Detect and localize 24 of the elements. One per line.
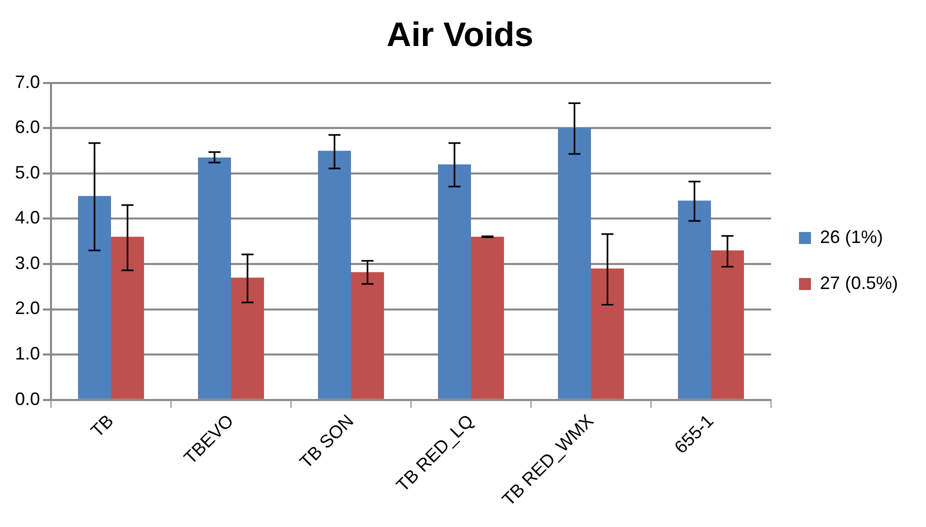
bar — [438, 164, 471, 399]
y-tick-label: 2.0 — [14, 298, 40, 318]
y-tick-label: 6.0 — [14, 117, 40, 138]
bar — [78, 196, 112, 399]
bar — [231, 278, 264, 399]
legend-label: 26 (1%) — [820, 226, 883, 247]
bar — [470, 236, 504, 399]
y-tick-label: 5.0 — [14, 162, 40, 182]
legend-label: 27 (0.5%) — [820, 272, 898, 293]
bar — [318, 150, 351, 399]
bar — [678, 200, 711, 399]
bar — [350, 272, 384, 399]
chart-title: Air Voids — [386, 16, 534, 54]
bar — [558, 128, 591, 399]
bar — [710, 250, 744, 399]
y-tick-label: 3.0 — [14, 252, 40, 273]
bar — [590, 268, 624, 399]
y-tick-label: 4.0 — [14, 208, 40, 228]
bar — [198, 158, 232, 399]
y-tick-label: 7.0 — [14, 72, 40, 92]
bar — [111, 236, 144, 399]
y-tick-label: 0.0 — [14, 388, 40, 409]
x-tick-label: TB — [86, 410, 118, 442]
y-tick-label: 1.0 — [14, 344, 40, 364]
